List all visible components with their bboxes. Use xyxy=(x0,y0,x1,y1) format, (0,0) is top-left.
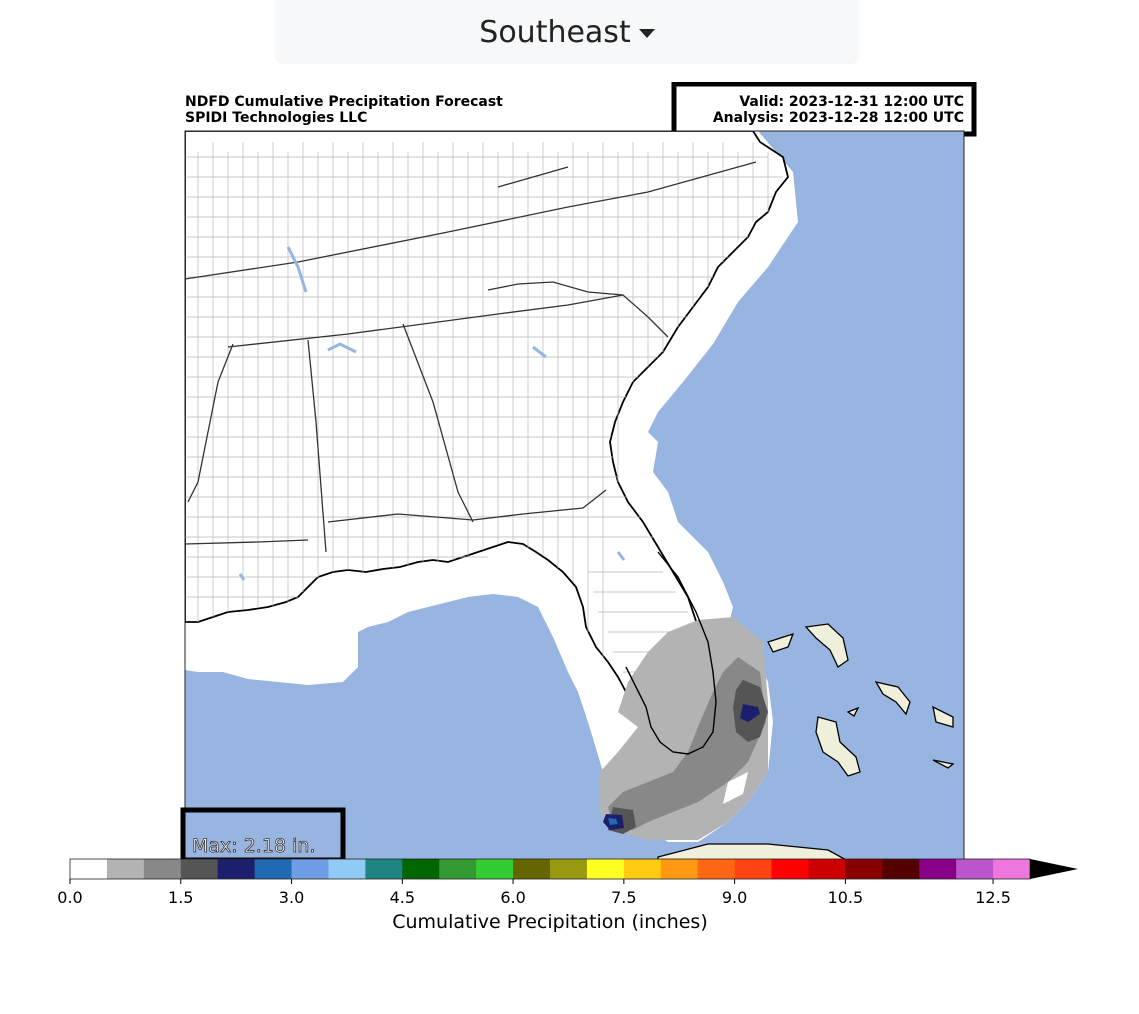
colorbar-bin xyxy=(254,859,293,879)
colorbar-bin xyxy=(217,859,256,879)
colorbar-bin xyxy=(586,859,625,879)
precipitation-figure: NDFD Cumulative Precipitation Forecast S… xyxy=(48,81,1088,950)
colorbar-extend-arrow xyxy=(1030,859,1078,879)
analysis-time: Analysis: 2023-12-28 12:00 UTC xyxy=(713,110,964,126)
colorbar-tick-label: 10.5 xyxy=(828,888,864,907)
caret-down-icon xyxy=(638,28,655,38)
colorbar-bin xyxy=(919,859,957,879)
colorbar: 0.0 1.5 3.0 4.5 6.0 7.5 9.0 10.5 12.5 xyxy=(57,858,1078,907)
colorbar-bin xyxy=(513,859,551,879)
colorbar-bin xyxy=(476,859,514,879)
colorbar-tick-label: 7.5 xyxy=(611,888,636,907)
map-area xyxy=(184,130,965,862)
colorbar-bin xyxy=(328,859,366,879)
max-label-box xyxy=(180,807,346,863)
region-dropdown[interactable]: Southeast xyxy=(275,0,859,64)
colorbar-bin xyxy=(660,859,699,879)
colorbar-bin xyxy=(550,859,588,879)
map-subtitle: SPIDI Technologies LLC xyxy=(185,110,367,126)
colorbar-bin xyxy=(291,859,329,879)
colorbar-bin xyxy=(106,859,145,879)
map-title: NDFD Cumulative Precipitation Forecast xyxy=(185,94,503,110)
colorbar-tick-label: 6.0 xyxy=(500,888,525,907)
colorbar-bin xyxy=(882,859,920,879)
colorbar-bin xyxy=(143,859,182,879)
colorbar-tick-label: 1.5 xyxy=(168,888,193,907)
colorbar-tick-label: 9.0 xyxy=(722,888,747,907)
florida-coast xyxy=(625,551,717,755)
colorbar-bin xyxy=(70,859,108,879)
colorbar-bin xyxy=(956,859,994,879)
precipitation-field xyxy=(600,617,768,840)
max-value: Max: 2.18 in. xyxy=(192,835,315,857)
valid-time: Valid: 2023-12-31 12:00 UTC xyxy=(739,94,964,110)
colorbar-tick-label: 4.5 xyxy=(390,888,415,907)
colorbar-bin xyxy=(402,859,440,879)
colorbar-bin xyxy=(697,859,736,879)
colorbar-tick-label: 0.0 xyxy=(57,888,82,907)
colorbar-bin xyxy=(623,859,662,879)
state-lines xyxy=(185,161,757,553)
colorbar-bin xyxy=(365,859,403,879)
colorbar-bin xyxy=(180,859,219,879)
colorbar-bin xyxy=(808,859,846,879)
colorbar-bin xyxy=(734,859,773,879)
colorbar-bin xyxy=(439,859,477,879)
colorbar-label: Cumulative Precipitation (inches) xyxy=(392,911,708,933)
colorbar-tick-label: 3.0 xyxy=(279,888,304,907)
colorbar-bin xyxy=(993,859,1031,879)
bahamas xyxy=(657,623,955,861)
colorbar-bin xyxy=(845,859,883,879)
county-lines xyxy=(185,142,783,733)
colorbar-bin xyxy=(771,859,809,879)
region-dropdown-label: Southeast xyxy=(479,14,631,50)
colorbar-tick-label: 12.5 xyxy=(975,888,1011,907)
lakes xyxy=(238,246,626,581)
figure-svg: NDFD Cumulative Precipitation Forecast S… xyxy=(57,81,1078,933)
